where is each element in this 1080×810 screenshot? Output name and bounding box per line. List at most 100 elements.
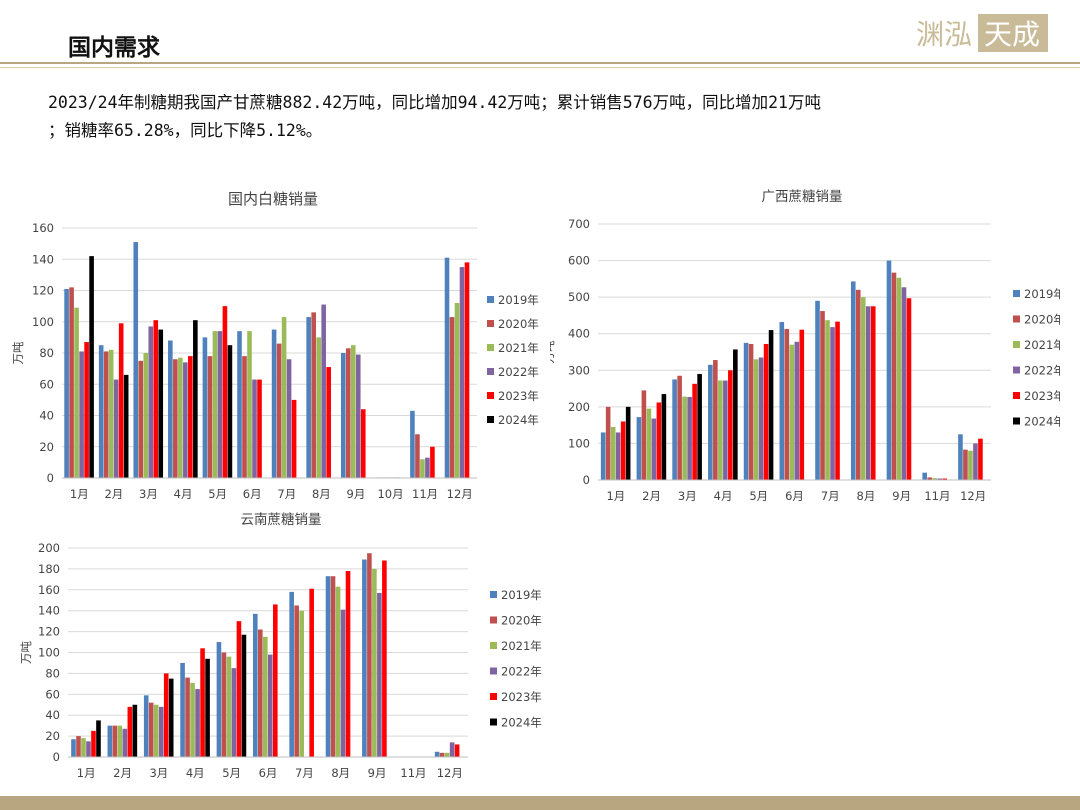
bar [870,306,876,480]
bar [207,356,213,478]
bar [118,323,124,478]
bar [133,242,139,478]
bar [625,406,631,480]
legend-label: 2021年 [501,639,542,653]
legend-label: 2022年 [498,365,539,379]
x-tick-label: 10月 [377,487,403,501]
bar [227,345,233,478]
bar [122,728,128,757]
bar [656,402,662,480]
bar [242,356,247,478]
svg-text:天成: 天成 [984,18,1040,51]
legend-label: 2024年 [1024,415,1060,429]
bar [96,720,101,757]
y-tick-label: 700 [568,217,590,231]
summary-line-1: 2023/24年制糖期我国产甘蔗糖882.42万吨，同比增加94.42万吨；累计… [48,93,821,112]
bar [345,570,351,757]
legend-label: 2023年 [498,389,539,403]
x-tick-label: 12月 [960,489,986,503]
bar [148,702,154,757]
bar [758,357,764,480]
bar [236,621,242,757]
y-tick-label: 200 [568,400,590,414]
bar [382,560,387,757]
legend-swatch [490,667,497,675]
bar [268,654,273,757]
bar [748,343,754,480]
y-tick-label: 140 [32,252,54,266]
x-tick-label: 2月 [642,489,661,503]
y-axis-label: 万吨 [550,340,556,363]
bar [968,450,973,480]
bar [289,591,294,757]
y-tick-label: 0 [53,750,60,764]
y-tick-label: 100 [568,436,590,450]
y-tick-label: 500 [568,290,590,304]
bar [410,410,415,478]
x-tick-label: 1月 [606,489,625,503]
bar [89,256,94,478]
bar [226,656,232,757]
bar [415,434,420,478]
bar [768,330,774,480]
x-tick-label: 9月 [892,489,911,503]
bar [183,362,188,478]
bar [173,359,178,478]
bar [651,418,657,480]
x-tick-label: 4月 [186,766,205,780]
footer-bar [0,796,1080,810]
bar [865,306,871,480]
x-tick-label: 3月 [678,489,697,503]
bar [185,677,190,757]
bar [168,678,174,757]
legend-swatch [1013,417,1020,425]
bar [434,751,440,757]
bar [108,349,114,478]
bar [253,613,258,757]
bar [615,432,621,480]
x-tick-label: 5月 [749,489,768,503]
bar [718,380,723,480]
bar [112,725,118,757]
bar [330,576,336,757]
bar [677,375,682,480]
x-tick-label: 5月 [208,487,227,501]
bar [321,304,326,478]
bar [257,379,262,478]
y-tick-label: 180 [38,562,60,576]
bar [430,446,435,478]
national-sales-chart: 国内白糖销量 0 20 40 60 80 100 120 140 160 万吨 1月 2月 3月 4月 5月 6… [11,190,539,501]
bar [377,592,382,757]
yunnan-sales-chart: 云南蔗糖销量 0 20 40 60 80 100 120 140 160 180 200 万吨 1月 2月 3… [19,512,542,780]
bar [190,682,195,757]
bar [605,406,611,480]
bar [202,337,208,478]
bar [372,568,377,757]
bar [309,588,314,757]
bar [316,337,321,478]
y-tick-label: 600 [568,254,590,268]
bar [76,736,81,757]
bar [311,312,316,478]
bar [74,307,79,478]
summary-line-2: ；销糖率65.28%，同比下降5.12%。 [48,121,323,140]
bar [325,576,331,757]
bar [958,434,963,480]
x-tick-label: 7月 [277,487,296,501]
bar [367,553,372,757]
bar [258,629,263,757]
bar [891,272,897,480]
page-title: 国内需求 [68,35,160,61]
bar [620,421,626,480]
bar [454,744,460,757]
legend-label: 2022年 [1024,364,1060,378]
bar [697,373,702,480]
legend-swatch [1013,392,1020,399]
bar [286,359,292,478]
legend-swatch [487,296,494,303]
bar [723,380,728,480]
bar [860,297,866,480]
x-tick-label: 6月 [785,489,804,503]
legend-swatch [490,693,497,700]
bar [464,262,470,478]
